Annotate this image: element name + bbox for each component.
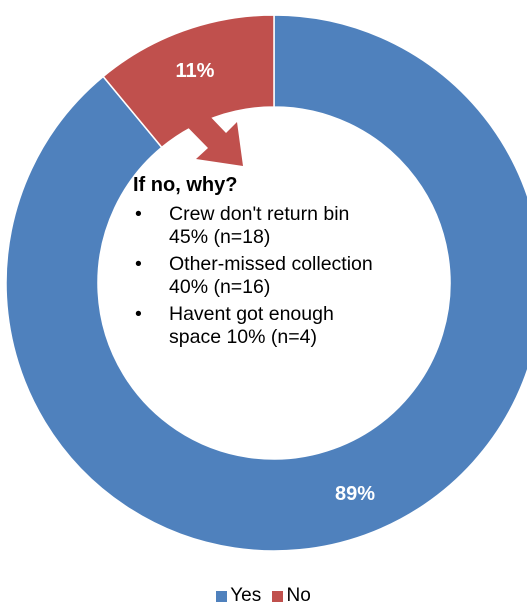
slice-label-no: 11% [176, 60, 215, 82]
chart-legend: Yes No [0, 585, 527, 608]
reason-stat: space 10% (n=4) [169, 326, 317, 348]
legend-swatch-no [272, 590, 284, 602]
donut-slices [5, 14, 527, 552]
legend-label-yes: Yes [230, 585, 262, 606]
legend-swatch-yes [216, 590, 228, 602]
callout-title: If no, why? [133, 174, 238, 196]
callout-arrow [162, 85, 243, 166]
slice-label-yes: 89% [335, 483, 375, 505]
legend-label-no: No [286, 585, 311, 606]
reason-item: • Havent got enough space 10% (n=4) [133, 303, 463, 349]
bullet: • [135, 203, 142, 225]
why-no-callout: If no, why? • Crew don't return bin 45% … [133, 174, 463, 353]
reason-item: • Crew don't return bin 45% (n=18) [133, 203, 463, 249]
bullet: • [135, 303, 142, 325]
reason-stat: 40% (n=16) [169, 276, 271, 298]
slice-yes [5, 14, 527, 552]
bullet: • [135, 253, 142, 275]
reason-text: Other-missed collection [169, 253, 373, 275]
slice-labels: 89% 11% [176, 60, 376, 505]
legend-item-yes: Yes [216, 585, 261, 607]
reason-text: Havent got enough [169, 303, 334, 325]
reason-item: • Other-missed collection 40% (n=16) [133, 253, 463, 299]
legend-item-no: No [272, 585, 311, 607]
reason-text: Crew don't return bin [169, 203, 350, 225]
reason-stat: 45% (n=18) [169, 226, 271, 248]
